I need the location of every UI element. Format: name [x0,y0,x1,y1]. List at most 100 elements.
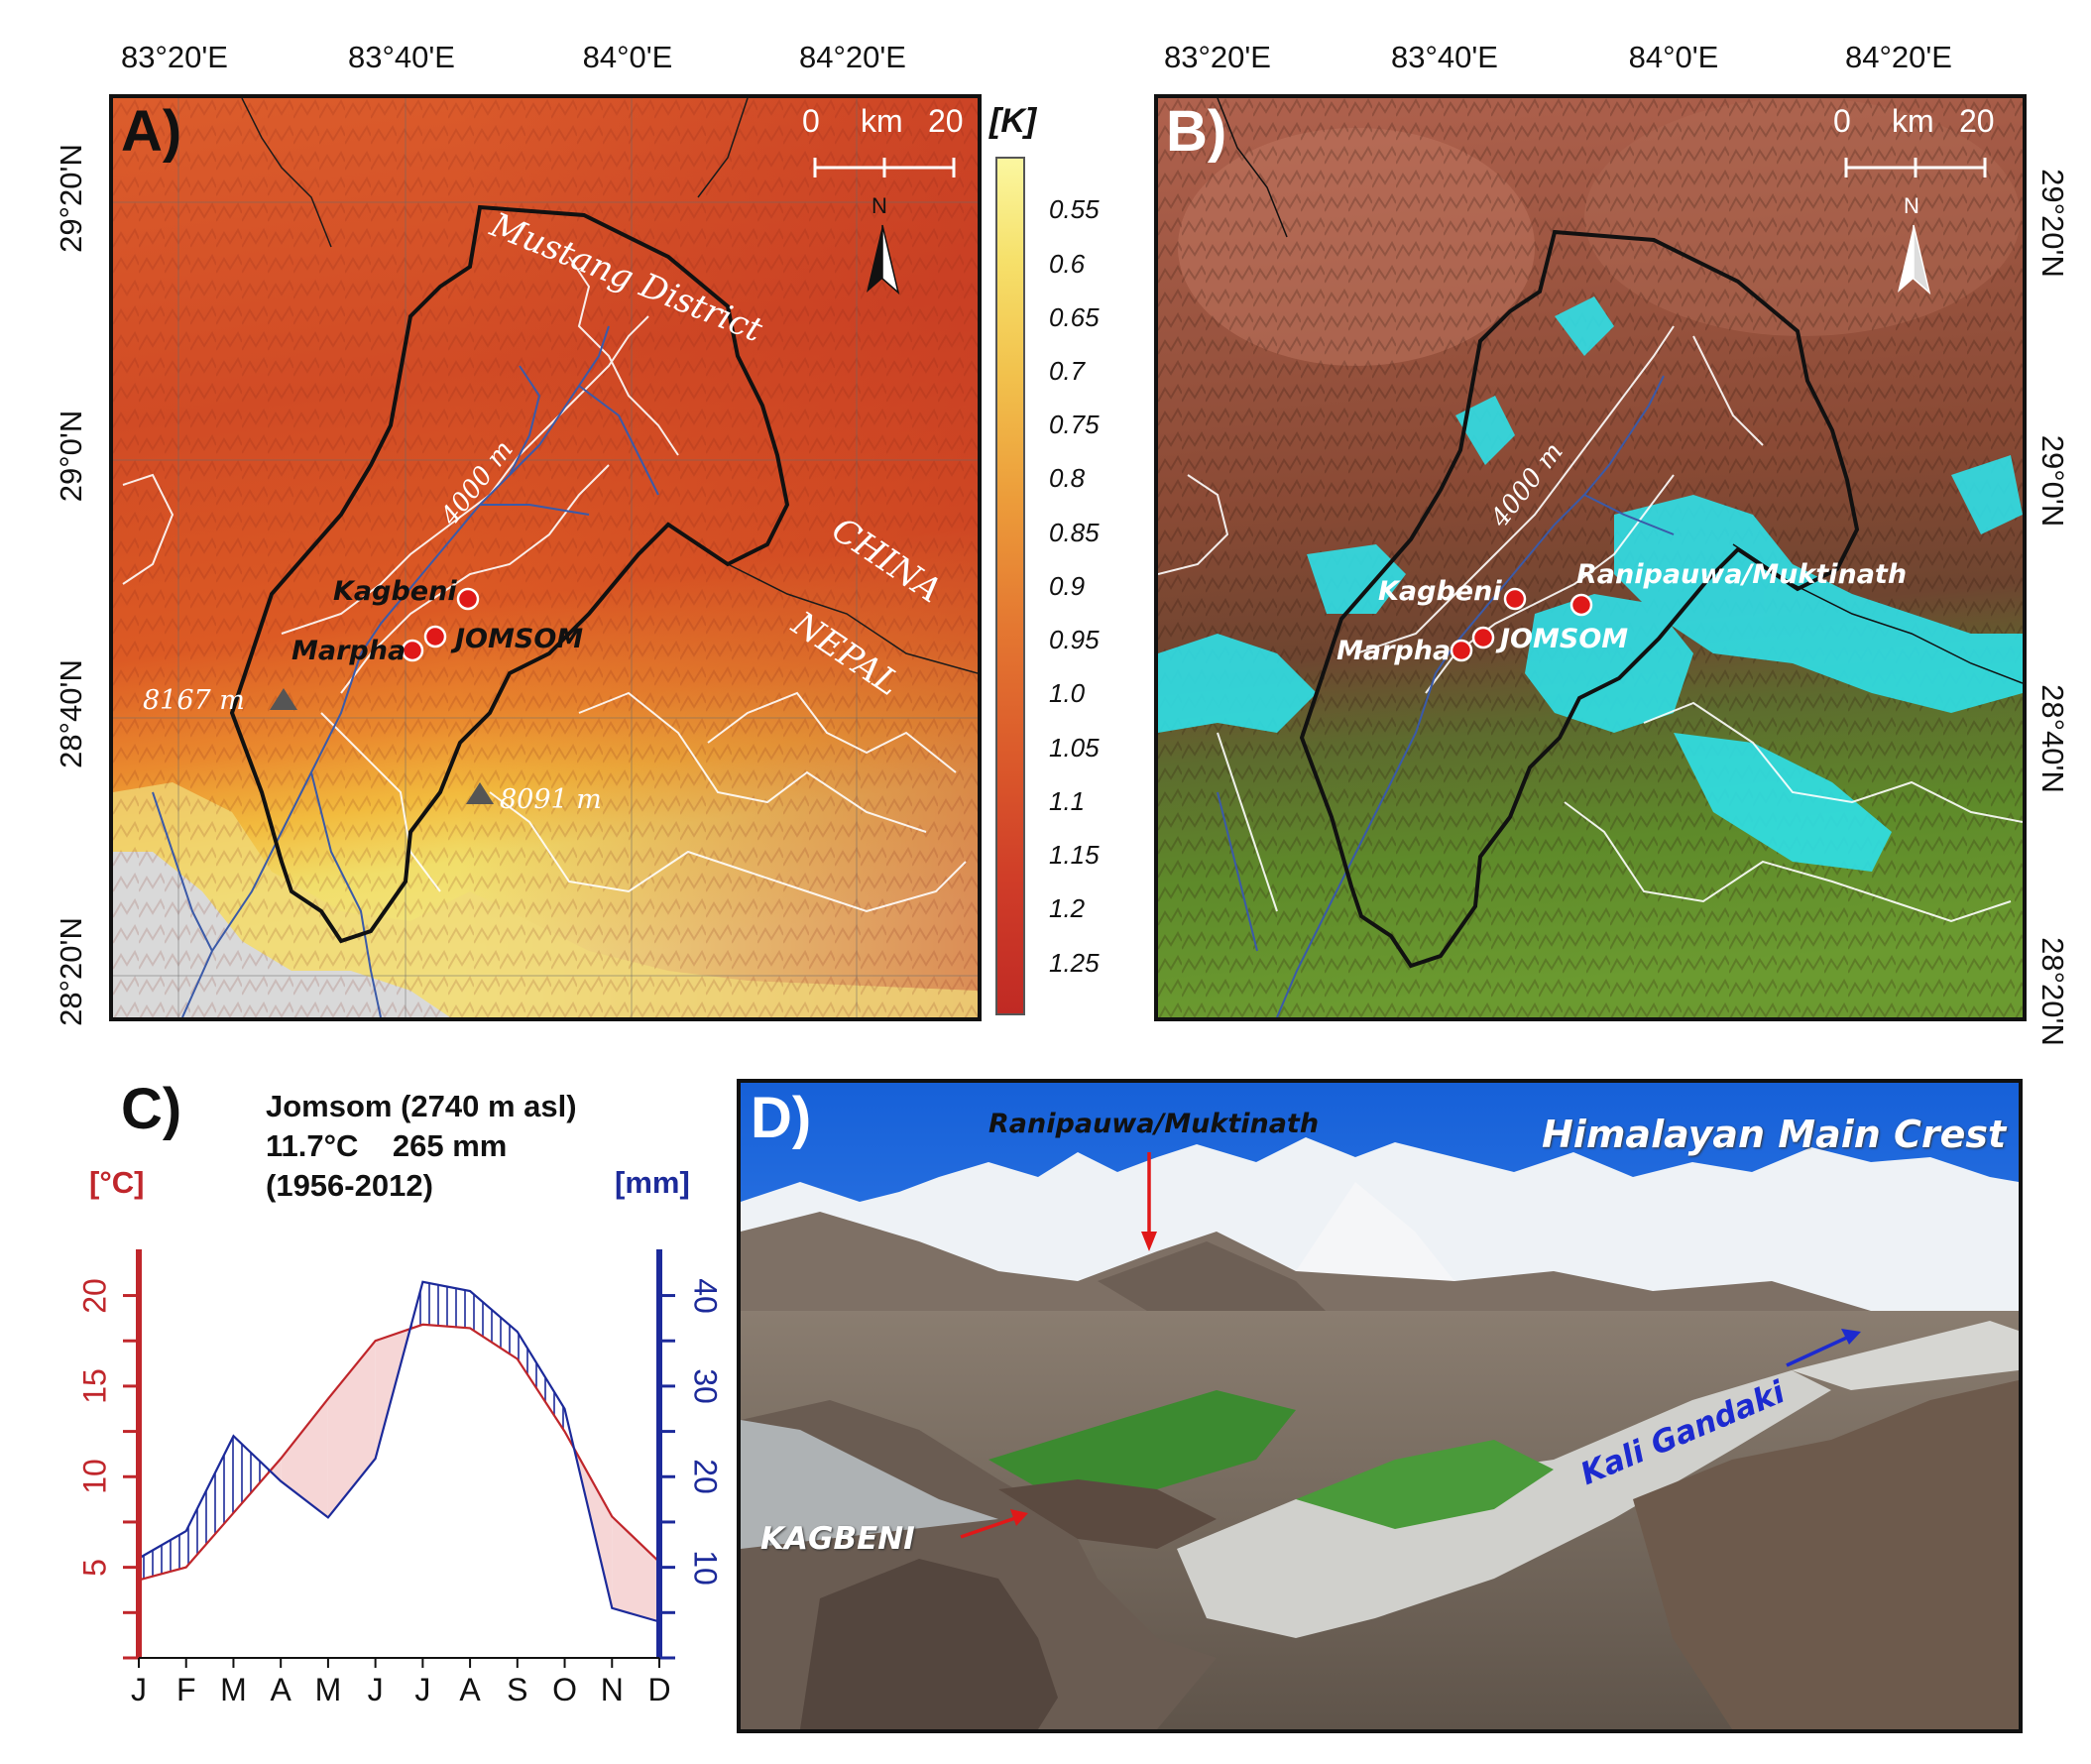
panel-c-letter: C) [121,1077,182,1141]
elevation-map-svg [113,98,978,1017]
colorbar-tick: 0.85 [1049,518,1100,547]
peak-label: 8167 m [143,685,245,716]
colorbar-tick: 0.9 [1049,571,1086,601]
scale-zero: 0 [1833,103,1851,139]
lat-label-a: 28°40'N [54,659,88,768]
colorbar-tick: 0.65 [1049,302,1100,332]
kagbeni-label: KAGBENI [760,1521,915,1557]
month-label: O [552,1672,577,1707]
humid-area [233,1436,271,1513]
panel-a-letter: A) [121,99,182,164]
arid-area [327,1341,376,1518]
month-label: J [367,1672,384,1707]
month-label: D [647,1672,671,1707]
temp-unit-label: [°C] [89,1165,145,1200]
precip-tick-label: 30 [687,1368,724,1404]
humid-area [470,1291,518,1359]
month-label: M [314,1672,342,1707]
scale-max: 20 [928,103,964,139]
lat-label-a: 29°20'N [54,144,88,253]
lon-label-b: 83°40'E [1391,40,1498,74]
panel-d-letter: D) [751,1086,812,1150]
panel-b-map: B) 0 km 20 N 4000 m Kagbeni Ranipauwa/Mu… [1154,94,2027,1021]
colorbar-tick: 0.55 [1049,194,1100,224]
lon-label-a: 84°20'E [799,40,906,74]
north-label: N [1904,193,1919,218]
north-label: N [871,193,887,218]
precip-tick-label: 20 [687,1459,724,1495]
lon-label-a: 83°40'E [348,40,455,74]
colorbar-tick: 1.25 [1049,948,1100,978]
month-label: A [270,1672,291,1707]
station-period: (1956-2012) [266,1168,433,1203]
humid-area [139,1531,186,1581]
month-label: J [131,1672,147,1707]
colorbar-tick: 0.95 [1049,625,1100,654]
peak-label: 8091 m [500,784,602,815]
lon-label-b: 84°20'E [1845,40,1952,74]
town-label-jomsom: JOMSOM [455,624,584,654]
lon-label-b: 84°0'E [1628,40,1719,74]
scale-max: 20 [1959,103,1995,139]
colorbar-tick: 1.0 [1049,678,1086,708]
panel-b-letter: B) [1166,99,1227,164]
panel-d-photo: D) Himalayan Main Crest Ranipauwa/Muktin… [737,1079,2023,1733]
scale-zero: 0 [802,103,820,139]
lat-label-a: 28°20'N [54,917,88,1026]
humid-area [185,1436,234,1568]
scale-unit: km [861,103,903,139]
colorbar-tick: 1.2 [1049,893,1086,923]
colorbar-tick: 0.6 [1049,249,1086,279]
lon-label-b: 83°20'E [1164,40,1271,74]
arid-area [612,1516,659,1622]
arid-area [281,1398,328,1518]
humid-area [517,1332,565,1432]
temp-tick-label: 20 [76,1277,113,1314]
colorbar-unit: [K] [989,102,1037,140]
town-label-muktinath: Ranipauwa/Muktinath [1576,559,1908,590]
valley-photo-svg [741,1083,2019,1729]
month-label: N [600,1672,624,1707]
month-label: M [220,1672,247,1707]
satellite-map-svg [1158,98,2023,1017]
month-label: A [459,1672,481,1707]
climate-chart-svg [123,1249,675,1668]
lon-label-a: 83°20'E [121,40,228,74]
colorbar-tick: 1.15 [1049,840,1100,870]
station-title: Jomsom (2740 m asl) [266,1089,577,1123]
lat-label-b: 28°40'N [2035,684,2070,793]
colorbar-tick: 0.8 [1049,463,1086,493]
colorbar [995,157,1025,1015]
scale-unit: km [1892,103,1934,139]
colorbar-tick: 1.05 [1049,733,1100,763]
lat-label-b: 29°0'N [2035,434,2070,528]
lat-label-b: 29°20'N [2035,169,2070,278]
town-label-kagbeni: Kagbeni [1378,576,1502,607]
temp-tick-label: 15 [76,1368,113,1404]
panel-a-map: A) 0 km 20 N Mustang District CHINA NEPA… [109,94,982,1021]
precip-unit-label: [mm] [615,1165,690,1200]
town-label-marpha: Marpha [1336,636,1452,666]
lon-label-a: 84°0'E [582,40,673,74]
precip-tick-label: 10 [687,1549,724,1586]
crest-label: Himalayan Main Crest [1542,1113,2007,1156]
arid-area [270,1459,282,1481]
month-label: J [414,1672,431,1707]
colorbar-tick: 0.75 [1049,410,1100,439]
station-summary: 11.7°C 265 mm [266,1128,508,1163]
temp-tick-label: 5 [76,1558,113,1577]
colorbar-tick: 0.7 [1049,356,1086,386]
temp-tick-label: 10 [76,1459,113,1495]
town-label-kagbeni: Kagbeni [333,576,457,607]
precipitation-line [138,1280,660,1623]
humid-area [422,1281,471,1329]
precip-tick-label: 40 [687,1277,724,1314]
town-label-marpha: Marpha [291,636,407,666]
month-label: S [507,1672,528,1707]
lat-label-b: 28°20'N [2035,937,2070,1046]
colorbar-tick: 1.1 [1049,786,1086,816]
lat-label-a: 29°0'N [54,410,88,503]
town-label-jomsom: JOMSOM [1500,624,1629,654]
muktinath-label: Ranipauwa/Muktinath [988,1109,1320,1139]
month-label: F [175,1672,196,1707]
